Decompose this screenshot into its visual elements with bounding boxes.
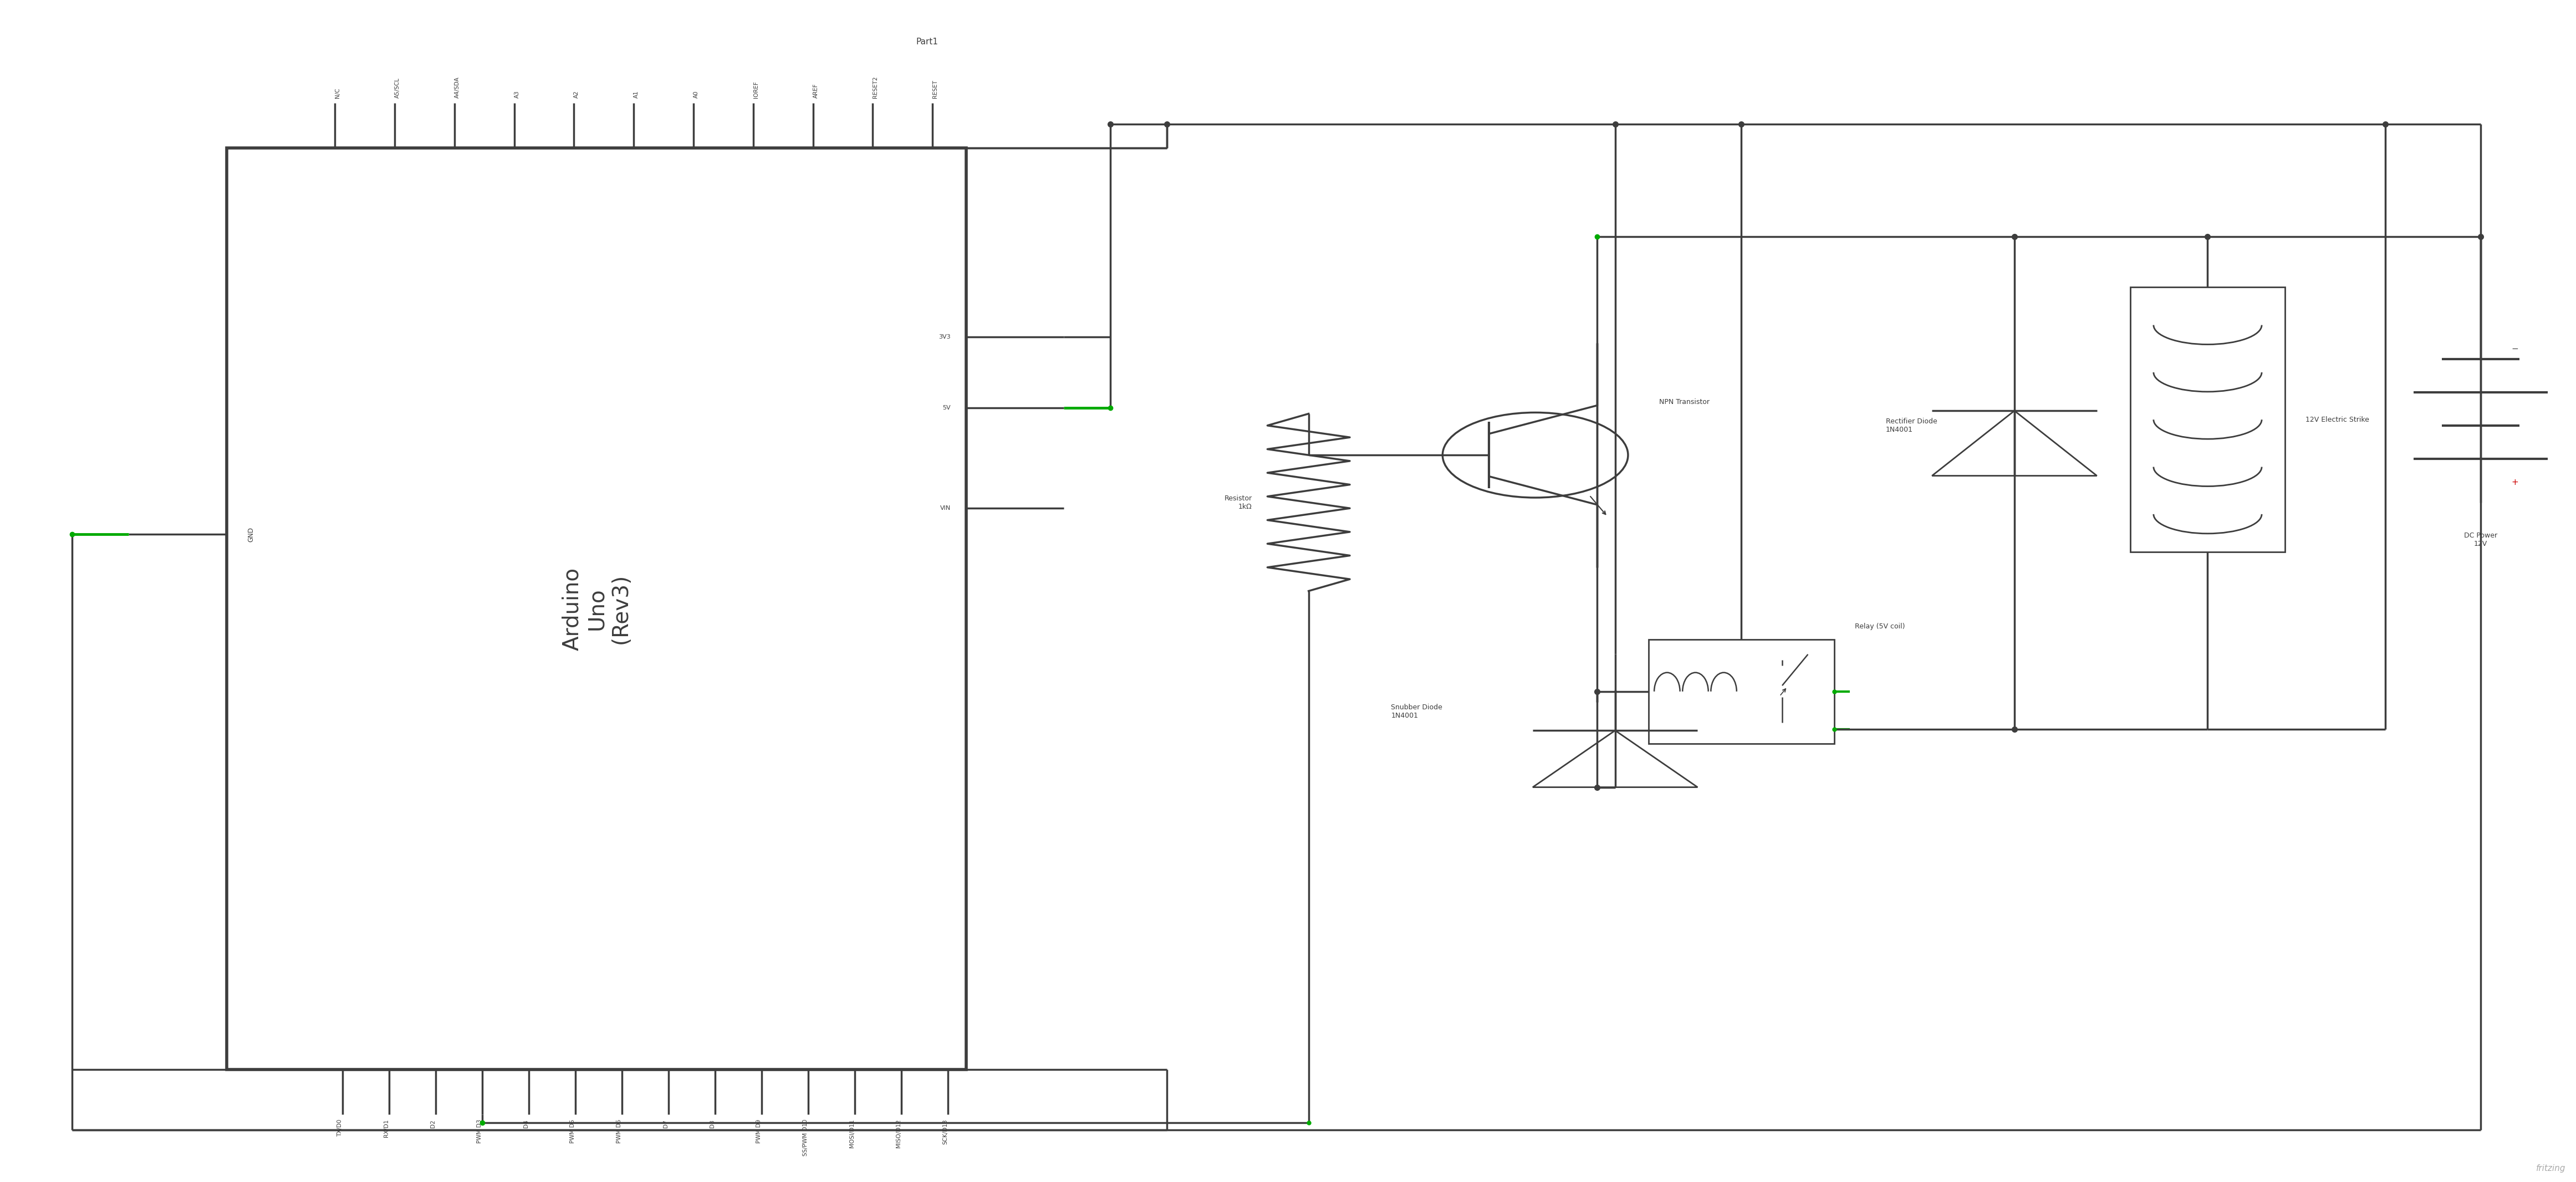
Text: PWM D6: PWM D6	[616, 1119, 621, 1143]
Text: N/C: N/C	[335, 87, 340, 98]
Text: D7: D7	[662, 1119, 670, 1128]
Text: +: +	[2512, 478, 2519, 487]
Text: AREF: AREF	[814, 84, 819, 98]
Text: MISO/D12: MISO/D12	[896, 1119, 902, 1148]
Text: GND: GND	[247, 527, 255, 541]
Text: MOSI/D11: MOSI/D11	[850, 1119, 855, 1148]
Text: SCK/D13: SCK/D13	[943, 1119, 948, 1144]
Text: Arduino
Uno
(Rev3): Arduino Uno (Rev3)	[562, 567, 631, 650]
Text: A4/SDA: A4/SDA	[453, 77, 461, 98]
Text: Relay (5V coil): Relay (5V coil)	[1855, 623, 1904, 630]
Text: Snubber Diode
1N4001: Snubber Diode 1N4001	[1391, 703, 1443, 720]
Text: 5V: 5V	[943, 405, 951, 410]
Text: Part1: Part1	[917, 38, 938, 46]
Text: VIN: VIN	[940, 506, 951, 511]
Text: −: −	[2512, 344, 2519, 353]
Bar	[227, 148, 966, 1070]
Text: A2: A2	[574, 91, 580, 98]
Text: fritzing: fritzing	[2537, 1164, 2566, 1173]
Text: A0: A0	[693, 91, 698, 98]
Text: D2: D2	[430, 1119, 435, 1128]
Text: A3: A3	[515, 91, 520, 98]
Bar	[2130, 287, 2285, 552]
Text: RESET2: RESET2	[873, 76, 878, 98]
Text: IOREF: IOREF	[752, 82, 760, 98]
Text: RX/D1: RX/D1	[384, 1119, 389, 1137]
Text: 3V3: 3V3	[938, 335, 951, 339]
Text: RESET: RESET	[933, 80, 938, 98]
Text: A5/SCL: A5/SCL	[394, 78, 399, 98]
Bar	[1649, 639, 1834, 743]
Text: Rectifier Diode
1N4001: Rectifier Diode 1N4001	[1886, 417, 1937, 434]
Text: SS/PWM D10: SS/PWM D10	[804, 1119, 809, 1156]
Text: PWM D9: PWM D9	[757, 1119, 762, 1143]
Text: TX/D0: TX/D0	[337, 1119, 343, 1137]
Text: PWM D5: PWM D5	[569, 1119, 574, 1143]
Text: PWM D3: PWM D3	[477, 1119, 482, 1143]
Text: D8: D8	[708, 1119, 716, 1128]
Text: NPN Transistor: NPN Transistor	[1659, 398, 1710, 405]
Text: 12V Electric Strike: 12V Electric Strike	[2306, 416, 2370, 423]
Text: DC Power
12V: DC Power 12V	[2465, 532, 2496, 547]
Text: D4: D4	[523, 1119, 528, 1128]
Text: Resistor
1kΩ: Resistor 1kΩ	[1224, 494, 1252, 511]
Text: A1: A1	[634, 91, 639, 98]
